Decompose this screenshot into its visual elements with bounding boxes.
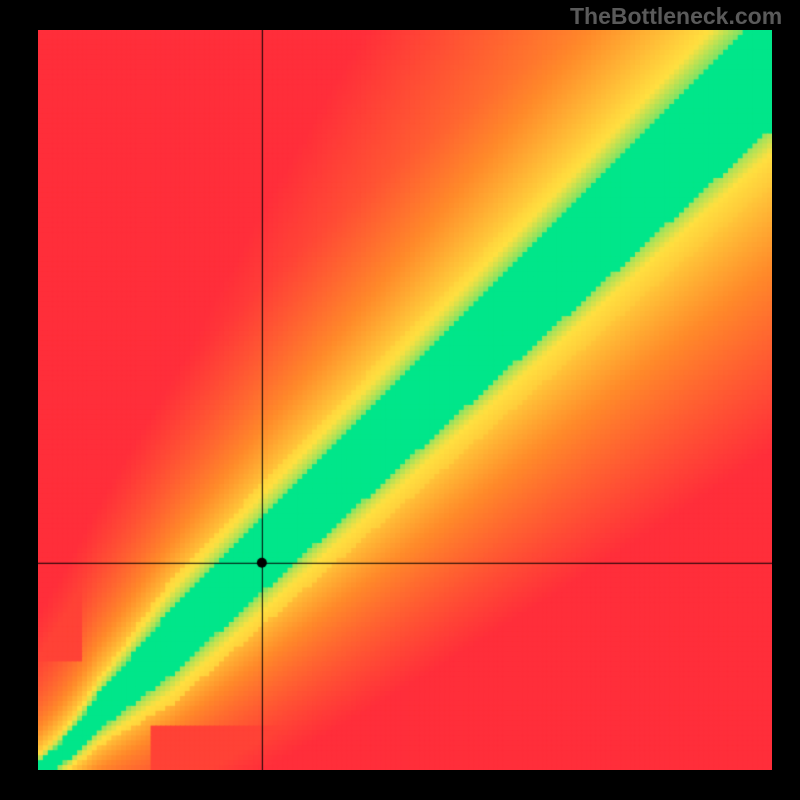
watermark-text: TheBottleneck.com	[570, 3, 782, 30]
root: TheBottleneck.com	[0, 0, 800, 800]
bottleneck-heatmap	[38, 30, 772, 770]
